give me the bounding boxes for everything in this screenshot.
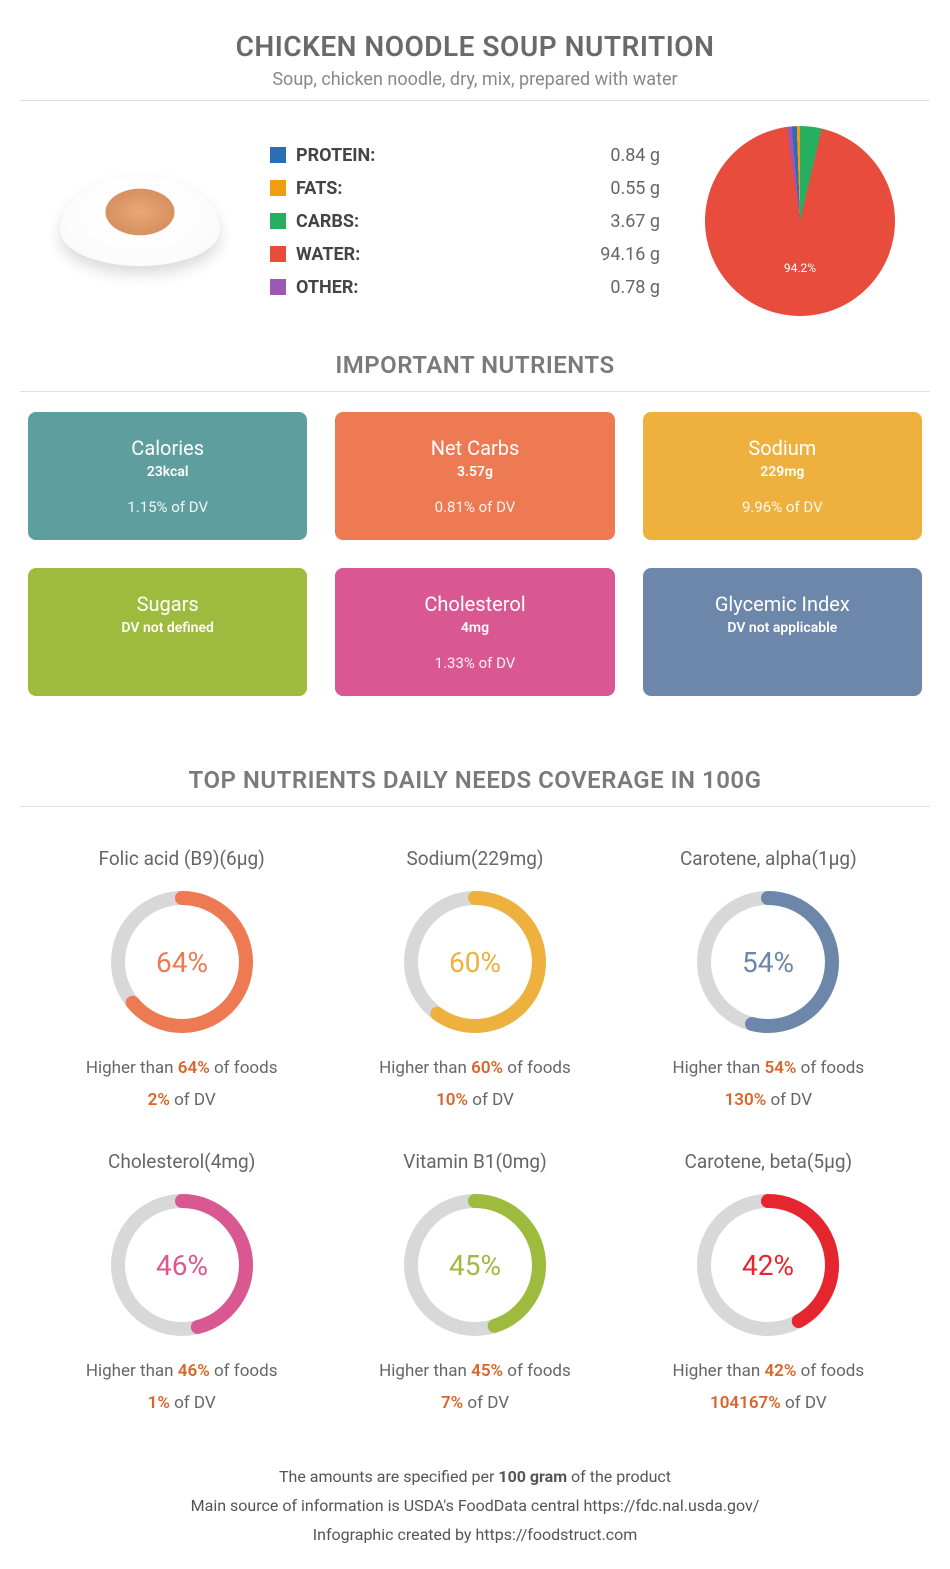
nutrient-card: Calories 23kcal 1.15% of DV: [28, 412, 307, 540]
macro-value: 3.67 g: [610, 211, 660, 232]
macro-value: 0.55 g: [610, 178, 660, 199]
donut-foot-1: Higher than 45% of foods: [343, 1361, 606, 1381]
macro-swatch: [270, 246, 286, 262]
donut-item: Sodium(229mg) 60% Higher than 60% of foo…: [343, 847, 606, 1110]
donut-foot-1: Higher than 64% of foods: [50, 1058, 313, 1078]
footer-line-1: The amounts are specified per 100 gram o…: [20, 1463, 930, 1492]
donut-foot-1: Higher than 54% of foods: [637, 1058, 900, 1078]
card-dv: 9.96% of DV: [659, 498, 906, 516]
macro-table: PROTEIN:0.84 gFATS:0.55 gCARBS:3.67 gWAT…: [270, 139, 660, 304]
donut-item: Carotene, alpha(1µg) 54% Higher than 54%…: [637, 847, 900, 1110]
donut-item: Cholesterol(4mg) 46% Higher than 46% of …: [50, 1150, 313, 1413]
nutrient-card: Sugars DV not defined: [28, 568, 307, 696]
macro-row: CARBS:3.67 g: [270, 205, 660, 238]
card-title: Sodium: [659, 436, 906, 460]
donut-item: Carotene, beta(5µg) 42% Higher than 42% …: [637, 1150, 900, 1413]
card-dv: 1.33% of DV: [351, 654, 598, 672]
page-subtitle: Soup, chicken noodle, dry, mix, prepared…: [20, 69, 930, 90]
macro-swatch: [270, 279, 286, 295]
donut-percent: 60%: [449, 946, 501, 979]
donut-percent: 42%: [742, 1249, 794, 1282]
pie-main-label: 94.2%: [784, 261, 816, 275]
card-title: Cholesterol: [351, 592, 598, 616]
donut-label: Folic acid (B9)(6µg): [50, 847, 313, 870]
card-amount: DV not applicable: [659, 620, 906, 636]
donut-label: Cholesterol(4mg): [50, 1150, 313, 1173]
donut-foot-2: 2% of DV: [50, 1090, 313, 1110]
page-title: CHICKEN NOODLE SOUP NUTRITION: [20, 30, 930, 63]
card-title: Calories: [44, 436, 291, 460]
macro-label: WATER:: [296, 244, 600, 265]
donut-chart: 60%: [395, 882, 555, 1042]
card-amount: 3.57g: [351, 464, 598, 480]
nutrient-card: Glycemic Index DV not applicable: [643, 568, 922, 696]
footer: The amounts are specified per 100 gram o…: [20, 1463, 930, 1549]
donut-foot-1: Higher than 42% of foods: [637, 1361, 900, 1381]
donut-chart: 64%: [102, 882, 262, 1042]
donut-chart: 42%: [688, 1185, 848, 1345]
macro-value: 0.78 g: [610, 277, 660, 298]
macro-label: FATS:: [296, 178, 610, 199]
donut-label: Carotene, alpha(1µg): [637, 847, 900, 870]
donut-foot-1: Higher than 46% of foods: [50, 1361, 313, 1381]
card-dv: 0.81% of DV: [351, 498, 598, 516]
card-title: Sugars: [44, 592, 291, 616]
donut-label: Sodium(229mg): [343, 847, 606, 870]
macro-row: FATS:0.55 g: [270, 172, 660, 205]
donut-item: Folic acid (B9)(6µg) 64% Higher than 64%…: [50, 847, 313, 1110]
food-image: [40, 151, 240, 291]
donut-chart: 54%: [688, 882, 848, 1042]
donut-label: Vitamin B1(0mg): [343, 1150, 606, 1173]
section-title-coverage: TOP NUTRIENTS DAILY NEEDS COVERAGE IN 10…: [20, 766, 930, 794]
card-title: Net Carbs: [351, 436, 598, 460]
donut-grid: Folic acid (B9)(6µg) 64% Higher than 64%…: [20, 827, 930, 1433]
top-row: PROTEIN:0.84 gFATS:0.55 gCARBS:3.67 gWAT…: [20, 121, 930, 321]
macro-label: OTHER:: [296, 277, 610, 298]
macro-value: 94.16 g: [600, 244, 660, 265]
macro-swatch: [270, 147, 286, 163]
donut-chart: 46%: [102, 1185, 262, 1345]
macro-row: OTHER:0.78 g: [270, 271, 660, 304]
nutrient-card: Sodium 229mg 9.96% of DV: [643, 412, 922, 540]
nutrient-cards: Calories 23kcal 1.15% of DV Net Carbs 3.57g 0…: [20, 412, 930, 696]
card-title: Glycemic Index: [659, 592, 906, 616]
donut-percent: 46%: [156, 1249, 208, 1282]
section-title-nutrients: IMPORTANT NUTRIENTS: [20, 351, 930, 379]
card-amount: 229mg: [659, 464, 906, 480]
pie-chart: 94.2%: [690, 121, 910, 321]
nutrient-card: Cholesterol 4mg 1.33% of DV: [335, 568, 614, 696]
footer-line-2: Main source of information is USDA's Foo…: [20, 1492, 930, 1521]
donut-foot-1: Higher than 60% of foods: [343, 1058, 606, 1078]
donut-foot-2: 10% of DV: [343, 1090, 606, 1110]
card-amount: DV not defined: [44, 620, 291, 636]
donut-item: Vitamin B1(0mg) 45% Higher than 45% of f…: [343, 1150, 606, 1413]
card-amount: 23kcal: [44, 464, 291, 480]
nutrient-card: Net Carbs 3.57g 0.81% of DV: [335, 412, 614, 540]
divider: [20, 806, 930, 807]
divider: [20, 391, 930, 392]
macro-swatch: [270, 213, 286, 229]
card-dv: 1.15% of DV: [44, 498, 291, 516]
donut-foot-2: 104167% of DV: [637, 1393, 900, 1413]
macro-swatch: [270, 180, 286, 196]
macro-label: CARBS:: [296, 211, 610, 232]
macro-value: 0.84 g: [610, 145, 660, 166]
donut-foot-2: 7% of DV: [343, 1393, 606, 1413]
card-amount: 4mg: [351, 620, 598, 636]
macro-label: PROTEIN:: [296, 145, 610, 166]
macro-row: WATER:94.16 g: [270, 238, 660, 271]
footer-line-3: Infographic created by https://foodstruc…: [20, 1521, 930, 1550]
donut-percent: 45%: [449, 1249, 501, 1282]
donut-percent: 54%: [742, 946, 794, 979]
divider: [20, 100, 930, 101]
donut-percent: 64%: [156, 946, 208, 979]
macro-row: PROTEIN:0.84 g: [270, 139, 660, 172]
donut-chart: 45%: [395, 1185, 555, 1345]
donut-foot-2: 1% of DV: [50, 1393, 313, 1413]
donut-foot-2: 130% of DV: [637, 1090, 900, 1110]
donut-label: Carotene, beta(5µg): [637, 1150, 900, 1173]
